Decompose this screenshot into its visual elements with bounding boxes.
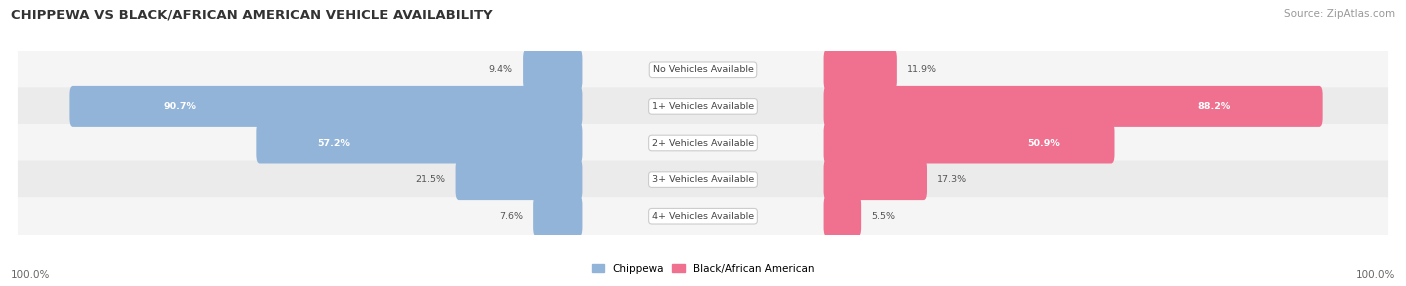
FancyBboxPatch shape (18, 197, 1388, 235)
Text: 50.9%: 50.9% (1028, 138, 1060, 148)
FancyBboxPatch shape (456, 159, 582, 200)
FancyBboxPatch shape (256, 122, 582, 164)
Text: 100.0%: 100.0% (1355, 270, 1395, 280)
Text: 88.2%: 88.2% (1198, 102, 1230, 111)
Text: 11.9%: 11.9% (907, 65, 938, 74)
FancyBboxPatch shape (824, 196, 860, 237)
Text: CHIPPEWA VS BLACK/AFRICAN AMERICAN VEHICLE AVAILABILITY: CHIPPEWA VS BLACK/AFRICAN AMERICAN VEHIC… (11, 9, 494, 21)
Text: 5.5%: 5.5% (872, 212, 896, 221)
Text: 4+ Vehicles Available: 4+ Vehicles Available (652, 212, 754, 221)
FancyBboxPatch shape (824, 159, 927, 200)
Text: 100.0%: 100.0% (11, 270, 51, 280)
FancyBboxPatch shape (523, 49, 582, 90)
FancyBboxPatch shape (18, 87, 1388, 126)
Text: 57.2%: 57.2% (318, 138, 350, 148)
Text: No Vehicles Available: No Vehicles Available (652, 65, 754, 74)
FancyBboxPatch shape (824, 49, 897, 90)
Text: 21.5%: 21.5% (415, 175, 446, 184)
Text: 9.4%: 9.4% (489, 65, 513, 74)
FancyBboxPatch shape (69, 86, 582, 127)
FancyBboxPatch shape (824, 86, 1323, 127)
Text: 3+ Vehicles Available: 3+ Vehicles Available (652, 175, 754, 184)
FancyBboxPatch shape (533, 196, 582, 237)
Text: 17.3%: 17.3% (938, 175, 967, 184)
Text: 2+ Vehicles Available: 2+ Vehicles Available (652, 138, 754, 148)
FancyBboxPatch shape (18, 160, 1388, 199)
FancyBboxPatch shape (824, 122, 1115, 164)
FancyBboxPatch shape (18, 124, 1388, 162)
FancyBboxPatch shape (18, 51, 1388, 89)
Text: Source: ZipAtlas.com: Source: ZipAtlas.com (1284, 9, 1395, 19)
Legend: Chippewa, Black/African American: Chippewa, Black/African American (588, 260, 818, 278)
Text: 7.6%: 7.6% (499, 212, 523, 221)
Text: 90.7%: 90.7% (165, 102, 197, 111)
Text: 1+ Vehicles Available: 1+ Vehicles Available (652, 102, 754, 111)
